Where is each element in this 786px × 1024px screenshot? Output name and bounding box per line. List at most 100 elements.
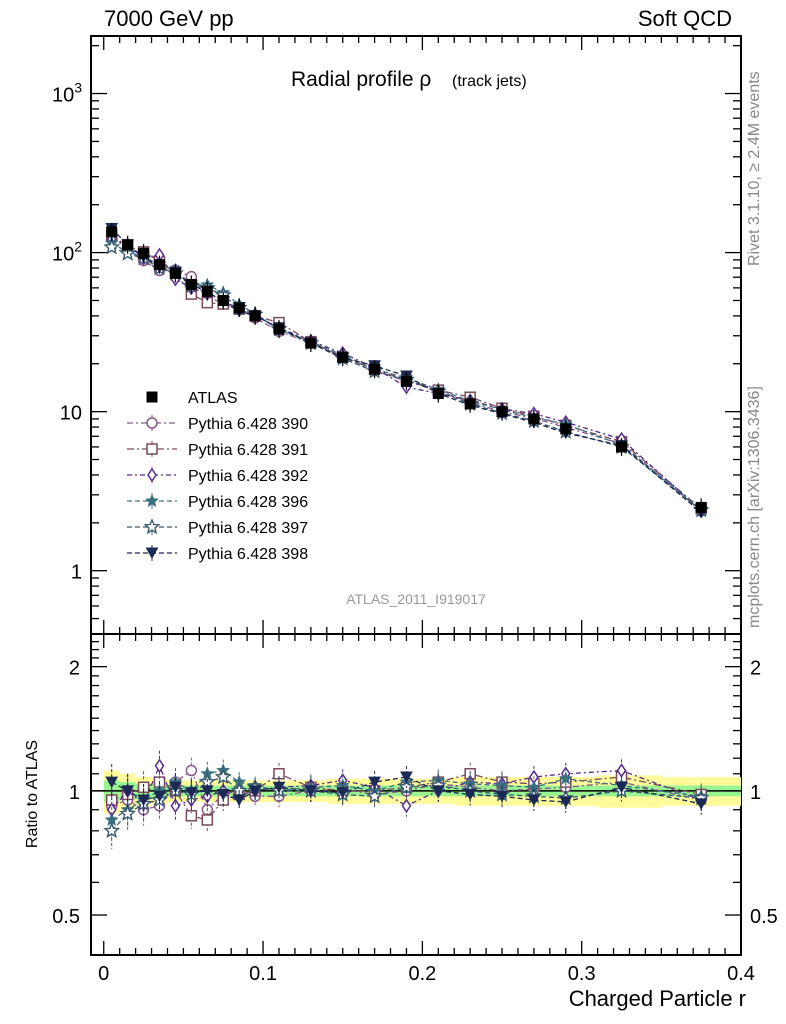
ratio-point (615, 781, 628, 794)
atlas-point (273, 323, 285, 335)
legend-entry: Pythia 6.428 397 (127, 518, 308, 537)
y-tick-label: 103 (52, 80, 82, 107)
ratio-point (248, 785, 262, 797)
atlas-point (616, 441, 628, 453)
atlas-point (432, 388, 444, 400)
ratio-point (401, 798, 412, 814)
ratio-point (400, 771, 413, 784)
atlas-point (138, 247, 150, 259)
ratio-point (185, 787, 198, 799)
ratio-y-tick-label-right: 2 (750, 658, 761, 680)
legend-entry: ATLAS (146, 390, 238, 407)
legend-label: ATLAS (188, 390, 238, 407)
legend-label: Pythia 6.428 390 (188, 416, 308, 433)
ratio-point (119, 804, 137, 821)
ratio-point (216, 788, 230, 801)
series-point (103, 238, 121, 255)
ratio-point (170, 798, 181, 814)
legend-entry: Pythia 6.428 392 (127, 467, 308, 485)
chart-title: Radial profile ρ (291, 68, 431, 91)
ratio-point (214, 768, 232, 785)
analysis-watermark: ATLAS_2011_I919017 (346, 591, 486, 607)
ratio-point (366, 787, 383, 804)
ratio-point (153, 790, 166, 803)
ratio-point (185, 810, 198, 822)
atlas-point (695, 501, 707, 513)
ratio-y-tick-label-right: 0.5 (750, 906, 778, 928)
legend-label: Pythia 6.428 397 (188, 520, 308, 537)
legend-label: Pythia 6.428 396 (188, 494, 308, 511)
ratio-point (105, 776, 119, 789)
ratio-point (232, 794, 246, 807)
ratio-point (121, 785, 134, 797)
series-line-ratio (111, 776, 702, 832)
ratio-point (154, 758, 165, 774)
ratio-point (185, 764, 198, 777)
ratio-point (169, 781, 182, 794)
legend-entry: Pythia 6.428 391 (127, 441, 308, 459)
atlas-point (154, 259, 166, 271)
atlas-point (305, 337, 317, 349)
legend: ATLAS Pythia 6.428 390 Pythia 6.428 391 Pyt… (127, 390, 308, 563)
legend-marker (146, 391, 158, 403)
ratio-point (137, 794, 150, 807)
legend-marker (146, 417, 158, 429)
ratio-point (272, 781, 286, 794)
atlas-point (201, 285, 213, 297)
legend-label: Pythia 6.428 391 (188, 442, 308, 459)
ratio-point (336, 787, 350, 799)
legend-label: Pythia 6.428 398 (188, 546, 308, 563)
ratio-point (694, 798, 708, 810)
atlas-data-points (106, 222, 707, 517)
legend-marker (146, 443, 158, 455)
atlas-point (233, 302, 245, 314)
atlas-point (496, 406, 508, 418)
x-tick-label: 0.3 (568, 963, 596, 985)
ratio-point (200, 785, 214, 797)
legend-marker (143, 518, 161, 535)
ratio-y-tick-label-left: 1 (69, 782, 80, 804)
ratio-y-tick-label-right: 1 (750, 782, 761, 804)
ratio-point (368, 776, 381, 789)
atlas-point (464, 398, 476, 410)
legend-entry: Pythia 6.428 398 (127, 545, 308, 563)
ratio-point (304, 785, 318, 797)
series-line-main (111, 242, 702, 511)
legend-label: Pythia 6.428 392 (188, 468, 308, 485)
atlas-point (400, 375, 412, 387)
atlas-point (528, 413, 540, 425)
process-label: Soft QCD (637, 6, 732, 31)
y-tick-label: 10 (60, 403, 82, 425)
x-tick-label: 0.1 (249, 963, 277, 985)
ratio-point (558, 771, 573, 785)
x-axis-label: Charged Particle r (569, 986, 746, 1011)
legend-marker (147, 467, 157, 483)
atlas-point (560, 423, 572, 435)
ratio-point (559, 796, 573, 808)
ratio-point (527, 794, 541, 807)
atlas-point (185, 279, 197, 291)
atlas-point (249, 310, 261, 322)
ratio-y-tick-label-left: 2 (69, 658, 80, 680)
legend-marker (145, 547, 159, 560)
legend-entry: Pythia 6.428 390 (127, 415, 308, 433)
atlas-point (169, 267, 181, 279)
ratio-y-tick-label-left: 0.5 (52, 906, 80, 928)
atlas-point (217, 294, 229, 306)
series-396 (104, 235, 709, 838)
y-tick-label: 102 (52, 239, 82, 266)
ratio-point (201, 814, 214, 826)
atlas-point (122, 239, 134, 251)
ratio-point (463, 788, 477, 801)
x-tick-label: 0.2 (408, 963, 436, 985)
series-397 (103, 238, 710, 849)
x-tick-label: 0 (98, 963, 109, 985)
main-plot-frame (90, 35, 742, 635)
ratio-point (103, 821, 121, 838)
atlas-point (337, 351, 349, 363)
x-tick-label: 0.4 (727, 963, 755, 985)
ratio-y-axis-label: Ratio to ATLAS (24, 740, 41, 848)
ratio-point (431, 785, 445, 797)
chart-title-suffix: (track jets) (452, 73, 527, 90)
